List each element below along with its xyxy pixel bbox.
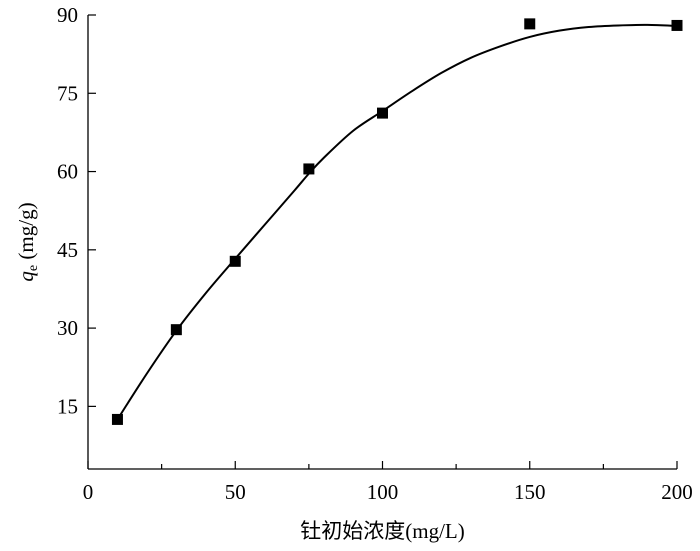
x-tick-label: 100 bbox=[367, 480, 399, 504]
data-point bbox=[671, 19, 683, 31]
y-axis-title-unit: (mg/g) bbox=[14, 202, 38, 264]
data-point bbox=[377, 107, 388, 119]
data-point bbox=[170, 324, 182, 336]
x-tick-label: 50 bbox=[225, 480, 246, 504]
fit-curve bbox=[116, 23, 678, 420]
x-axis-ticks bbox=[87, 461, 678, 469]
y-axis-title-subscript: e bbox=[26, 265, 41, 271]
data-point bbox=[303, 163, 315, 175]
y-axis-tick-labels: 15 30 45 60 75 90 bbox=[57, 3, 78, 418]
y-tick-label: 45 bbox=[57, 238, 78, 262]
y-tick-label: 90 bbox=[57, 3, 78, 27]
y-tick-label: 60 bbox=[57, 160, 78, 184]
data-point bbox=[524, 18, 536, 30]
data-points bbox=[111, 18, 683, 425]
y-tick-label: 30 bbox=[57, 316, 78, 340]
data-point bbox=[229, 255, 241, 267]
x-tick-label: 0 bbox=[83, 480, 94, 504]
y-axis-title: qe (mg/g) bbox=[14, 202, 41, 281]
x-tick-label: 200 bbox=[661, 480, 693, 504]
y-tick-label: 75 bbox=[57, 81, 78, 105]
y-tick-label: 15 bbox=[57, 394, 78, 418]
y-axis-title-symbol: q bbox=[14, 271, 38, 282]
y-axis-ticks bbox=[88, 14, 96, 407]
data-point bbox=[111, 413, 123, 425]
x-axis-title: 钍初始浓度(mg/L) bbox=[300, 519, 464, 543]
x-tick-label: 150 bbox=[514, 480, 546, 504]
x-axis-tick-labels: 0 50 100 150 200 bbox=[83, 480, 693, 504]
